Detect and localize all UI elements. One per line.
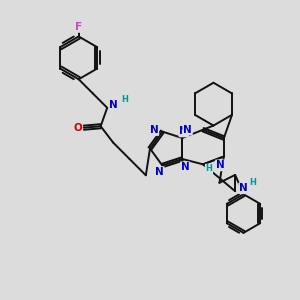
Text: F: F [75,22,82,32]
Text: N: N [110,100,118,110]
Text: O: O [74,123,82,133]
Text: N: N [183,125,192,135]
Text: N: N [181,162,190,172]
Text: H: H [121,95,128,104]
Text: N: N [179,127,188,136]
Text: N: N [155,167,164,177]
Text: N: N [239,183,248,193]
Text: H: H [250,178,256,188]
Text: H: H [206,164,212,173]
Text: N: N [150,125,158,135]
Text: N: N [216,160,225,170]
